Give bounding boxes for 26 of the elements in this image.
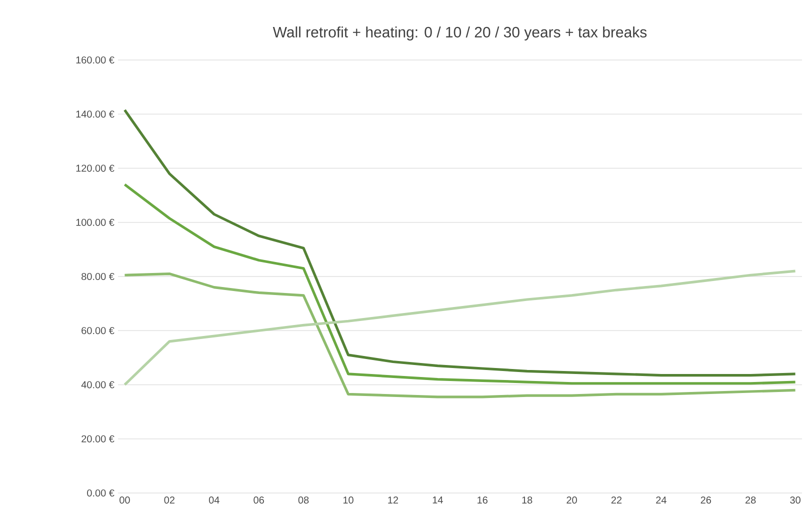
x-tick-label: 28 <box>746 496 756 504</box>
y-tick-label: 160.00 € <box>76 56 114 64</box>
y-tick-label: 20.00 € <box>82 435 114 442</box>
x-tick-label: 06 <box>254 496 264 504</box>
x-tick-label: 10 <box>343 496 354 504</box>
x-tick-label: 22 <box>611 496 622 504</box>
y-tick-label: 100.00 € <box>76 218 114 226</box>
x-tick-label: 00 <box>120 496 130 504</box>
x-tick-label: 18 <box>522 496 532 504</box>
y-tick-label: 140.00 € <box>76 110 114 118</box>
x-tick-label: 12 <box>388 496 398 504</box>
y-tick-label: 0.00 € <box>87 489 114 497</box>
y-tick-label: 40.00 € <box>81 381 114 388</box>
x-tick-label: 04 <box>208 496 220 504</box>
x-tick-label: 26 <box>700 496 712 504</box>
x-tick-label: 24 <box>656 496 666 504</box>
x-tick-label: 30 <box>790 496 800 504</box>
x-tick-label: 02 <box>164 496 174 504</box>
y-tick-label: 80.00 € <box>82 272 114 280</box>
y-tick-label: 60.00 € <box>82 327 114 334</box>
y-tick-label: 120.00 € <box>76 164 114 172</box>
chart-title: Wall retrofit + heating: 0 / 10 / 20 / 30 years + tax breaks <box>272 26 647 40</box>
x-tick-label: 16 <box>478 496 488 504</box>
x-tick-label: 20 <box>566 496 577 504</box>
x-tick-label: 14 <box>432 496 443 504</box>
x-tick-label: 08 <box>298 496 309 504</box>
